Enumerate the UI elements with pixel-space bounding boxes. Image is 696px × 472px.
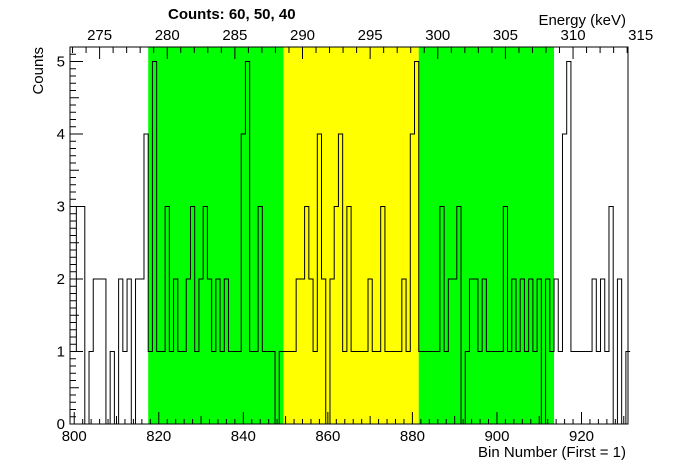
x-tick-label: 820 bbox=[146, 428, 171, 445]
top-tick-label: 295 bbox=[358, 27, 383, 44]
top-tick-label: 290 bbox=[290, 27, 315, 44]
y-axis-label: Counts bbox=[30, 47, 47, 95]
region-3 bbox=[418, 47, 555, 424]
region-1 bbox=[148, 47, 284, 424]
counts-label: Counts: 60, 50, 40 bbox=[168, 6, 296, 23]
top-tick-label: 305 bbox=[493, 27, 518, 44]
top-tick-label: 300 bbox=[425, 27, 450, 44]
y-tick-label: 4 bbox=[57, 126, 65, 143]
y-tick-label: 5 bbox=[57, 54, 65, 71]
top-tick-label: 315 bbox=[628, 27, 653, 44]
top-tick-label: 280 bbox=[155, 27, 180, 44]
x-tick-label: 920 bbox=[569, 428, 594, 445]
x-axis-label: Bin Number (First = 1) bbox=[478, 444, 626, 461]
y-tick-label: 2 bbox=[57, 271, 65, 288]
y-tick-label: 1 bbox=[57, 344, 65, 361]
x-tick-label: 800 bbox=[62, 428, 87, 445]
axis-ticks: 800 820 840 860 880 900 920 0 1 2 3 4 5 275 280 285 290 2… bbox=[57, 27, 654, 445]
x-tick-label: 900 bbox=[484, 428, 509, 445]
y-tick-label: 0 bbox=[57, 416, 65, 433]
x-tick-label: 840 bbox=[231, 428, 256, 445]
top-axis-label: Energy (keV) bbox=[538, 12, 626, 29]
x-tick-label: 880 bbox=[400, 428, 425, 445]
y-tick-label: 3 bbox=[57, 199, 65, 216]
x-tick-label: 860 bbox=[315, 428, 340, 445]
top-tick-label: 310 bbox=[561, 27, 586, 44]
top-tick-label: 275 bbox=[87, 27, 112, 44]
top-tick-label: 285 bbox=[222, 27, 247, 44]
histogram-line bbox=[72, 61, 631, 425]
